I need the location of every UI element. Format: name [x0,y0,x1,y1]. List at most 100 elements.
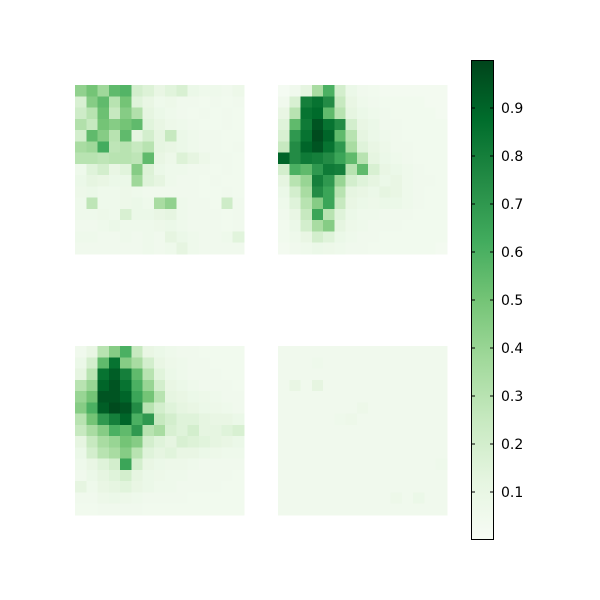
heatmap-cell [75,458,87,471]
heatmap-cell [390,413,403,426]
heatmap-cell [108,391,121,403]
heatmap-cell [198,220,211,232]
heatmap-cell [97,175,110,187]
heatmap-cell [176,175,189,187]
heatmap-cell [75,208,87,221]
heatmap-cell [345,492,358,505]
heatmap-cell [187,481,200,493]
heatmap-cell [75,469,87,482]
heatmap-cell [131,492,143,505]
heatmap-cell [368,402,380,414]
heatmap-cell [165,231,177,244]
heatmap-cell [368,163,380,176]
heatmap-cell [153,391,166,403]
heatmap-cell [368,130,380,142]
heatmap-cell [221,481,234,493]
heatmap-cell [131,368,143,381]
heatmap-cell [210,220,222,232]
heatmap-cell [142,208,155,221]
heatmap-cell [108,197,121,210]
heatmap-cell [424,130,437,142]
heatmap-cell [323,503,335,516]
heatmap-cell [86,197,98,210]
heatmap-cell [390,447,403,460]
heatmap-cell [198,107,211,120]
heatmap-cell [435,107,448,120]
heatmap-cell [187,152,200,165]
heatmap-cell [311,458,324,471]
heatmap-cell [300,107,313,120]
heatmap-cell [176,96,189,108]
heatmap-cell [289,141,301,153]
heatmap-cell [210,436,222,448]
heatmap-cell [198,469,211,482]
heatmap-cell [232,208,245,221]
heatmap-cell [131,424,143,437]
heatmap-cell [108,368,121,381]
heatmap-cell [210,107,222,120]
heatmap-cell [435,118,448,131]
heatmap-cell [334,231,346,244]
heatmap-cell [198,231,211,244]
heatmap-cell [379,458,392,471]
heatmap-cell [401,481,414,493]
heatmap-cell [221,469,234,482]
heatmap-cell [278,368,290,381]
heatmap-cell [232,379,245,392]
heatmap-cell [75,346,87,358]
heatmap-cell [323,368,335,381]
heatmap-cell [131,481,143,493]
heatmap-cell [153,402,166,414]
heatmap-cell [311,503,324,516]
heatmap-cell [289,379,301,392]
heatmap-cell [368,447,380,460]
heatmap-cell [323,413,335,426]
heatmap-cell [75,481,87,493]
heatmap-cell [232,231,245,244]
heatmap-cell [368,458,380,471]
heatmap-cell [221,130,234,142]
heatmap-panel-bottom-left [75,346,245,516]
heatmap-cell [424,220,437,232]
heatmap-cell [165,130,177,142]
heatmap-cell [379,141,392,153]
heatmap-cell [232,413,245,426]
heatmap-cell [142,107,155,120]
heatmap-cell [289,107,301,120]
heatmap-cell [390,186,403,199]
heatmap-cell [176,346,189,358]
heatmap-cell [120,492,132,505]
heatmap-cell [142,402,155,414]
heatmap-cell [210,208,222,221]
heatmap-cell [120,424,132,437]
heatmap-cell [323,118,335,131]
heatmap-cell [311,436,324,448]
heatmap-cell [108,413,121,426]
heatmap-cell [86,481,98,493]
colorbar-ticks: 0.1 0.2 0.3 0.4 0.5 0.6 0.7 0.8 0.9 [471,101,523,501]
heatmap-cell [356,231,369,244]
heatmap-cell [153,481,166,493]
heatmap-cell [108,447,121,460]
heatmap-cell [323,242,335,255]
heatmap-cell [368,357,380,369]
heatmap-cell [311,118,324,131]
heatmap-cell [401,379,414,392]
heatmap-cell [278,402,290,414]
heatmap-cell [368,197,380,210]
heatmap-cell [75,242,87,255]
heatmap-cell [120,208,132,221]
heatmap-cell [345,458,358,471]
heatmap-cell [413,424,425,437]
heatmap-cell [289,231,301,244]
heatmap-cell [165,163,177,176]
heatmap-cell [390,152,403,165]
heatmap-cell [142,492,155,505]
heatmap-cell [187,163,200,176]
heatmap-cell [424,186,437,199]
heatmap-cell [142,346,155,358]
heatmap-cell [108,186,121,199]
heatmap-cell [86,242,98,255]
heatmap-cell [210,152,222,165]
heatmap-cell [356,186,369,199]
